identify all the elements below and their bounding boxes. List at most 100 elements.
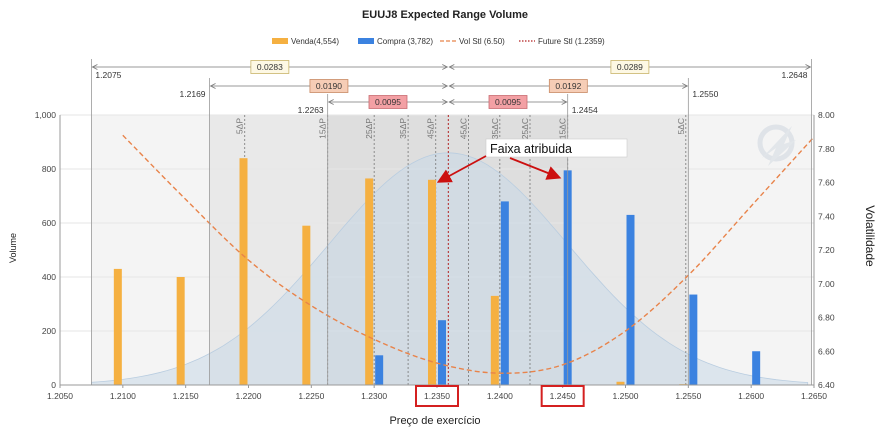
range-width-box: [309, 79, 349, 93]
delta-label: 45ΔC: [458, 118, 468, 139]
arrow-head: [448, 99, 455, 105]
venda-bar: [428, 179, 436, 385]
arrow-head: [805, 64, 812, 70]
x-tick-label: 1.2300: [361, 391, 387, 401]
range-width-left: 0.0095: [375, 97, 401, 107]
chart-title: EUUJ8 Expected Range Volume: [362, 9, 528, 21]
delta-label: 45ΔP: [426, 118, 436, 139]
arrow-head: [442, 64, 449, 70]
venda-bar: [239, 158, 248, 385]
range-width-left: 0.0190: [316, 81, 342, 91]
range-low-label: 1.2263: [298, 105, 324, 115]
y2-tick-label: 7.20: [818, 245, 835, 255]
x-tick-label: 1.2500: [613, 391, 639, 401]
legend-swatch: [358, 38, 374, 44]
compra-bar: [689, 294, 698, 385]
y2-tick-label: 7.60: [818, 178, 835, 188]
annotation-box: [485, 138, 628, 158]
y2-tick-label: 6.80: [818, 313, 835, 323]
x-tick-label: 1.2200: [236, 391, 262, 401]
range-width-box: [368, 95, 408, 109]
y-tick-label: 0: [51, 380, 56, 390]
y2-tick-label: 8.00: [818, 110, 835, 120]
range-high-label: 1.2454: [572, 105, 598, 115]
y2-tick-label: 7.80: [818, 144, 835, 154]
annotation: Faixa atribuida: [436, 138, 628, 183]
arrow-head: [448, 83, 455, 89]
y-tick-label: 600: [42, 218, 56, 228]
delta-label: 25ΔC: [520, 118, 530, 139]
annotation-text: Faixa atribuida: [490, 142, 572, 156]
venda-bar: [176, 277, 185, 385]
x-tick-label: 1.2400: [487, 391, 513, 401]
range-width-right: 0.0289: [617, 62, 643, 72]
range-width-box: [610, 60, 650, 74]
compra-bar: [438, 320, 446, 385]
compra-bar: [626, 214, 635, 385]
compra-bar: [752, 351, 761, 385]
x-tick-label: 1.2650: [801, 391, 827, 401]
x-tick-label: 1.2250: [298, 391, 324, 401]
x-tick-label: 1.2100: [110, 391, 136, 401]
range-brackets: 1.2075 1.2648 0.0283 0.0289 1.2169 1.2550 0.01…: [91, 59, 812, 385]
legend-entry: Compra (3,782): [377, 37, 433, 46]
legend-swatch: [272, 38, 288, 44]
watermark-bolt: [762, 126, 796, 166]
range-width-box: [488, 95, 528, 109]
vol-stl-curve: [122, 134, 815, 374]
y-tick-label: 200: [42, 326, 56, 336]
delta-label: 5ΔP: [235, 118, 245, 134]
x-tick-label: 1.2150: [173, 391, 199, 401]
range-width-box: [250, 60, 290, 74]
range-width-left: 0.0283: [257, 62, 283, 72]
legend-entry: Future Stl (1.2359): [538, 37, 605, 46]
arrow-head: [448, 64, 455, 70]
delta-label: 15ΔC: [558, 118, 568, 139]
highlighted-tick-box: [540, 385, 585, 407]
arrow-head: [561, 99, 568, 105]
range-high-label: 1.2648: [781, 70, 807, 80]
range-width-right: 0.0095: [495, 97, 521, 107]
y2-tick-label: 6.60: [818, 346, 835, 356]
highlighted-tick-box: [415, 385, 459, 407]
arrow-head: [682, 83, 689, 89]
legend-entry: Vol Stl (6.50): [459, 37, 505, 46]
arrow-head: [91, 64, 98, 70]
range-width-right: 0.0192: [555, 81, 581, 91]
delta-label: 5ΔC: [676, 118, 686, 135]
venda-bar: [490, 295, 499, 385]
arrow-head: [327, 99, 334, 105]
delta-label: 35ΔC: [490, 118, 500, 139]
venda-bar: [616, 381, 625, 385]
delta-label: 35ΔP: [398, 118, 408, 139]
arrow-head: [442, 83, 449, 89]
venda-bar: [365, 178, 374, 385]
range-low-label: 1.2169: [180, 89, 206, 99]
axes: 1.2050 1.2100 1.2150 1.2200 1.2250 1.2300 1.23…: [35, 110, 835, 407]
annotation-arrow: [436, 155, 487, 183]
y2-axis-label: Volatilidade: [863, 205, 877, 267]
x-tick-label: 1.2050: [47, 391, 73, 401]
delta-label: 15ΔP: [318, 118, 328, 139]
legend-entry: Venda(4,554): [291, 37, 339, 46]
y-axis-label: Volume: [8, 233, 18, 263]
venda-bar: [302, 225, 311, 385]
x-tick-label: 1.2350: [424, 391, 450, 401]
y2-tick-label: 6.40: [818, 380, 835, 390]
x-axis-label: Preço de exercício: [389, 415, 480, 427]
arrow-head: [442, 99, 449, 105]
arrow-head: [209, 83, 216, 89]
legend: Venda(4,554) Compra (3,782) Vol Stl (6.50)…: [272, 37, 605, 46]
x-tick-label: 1.2550: [675, 391, 701, 401]
compra-bar: [500, 201, 509, 385]
venda-bar: [113, 268, 122, 385]
y-tick-label: 800: [42, 164, 56, 174]
logo-watermark: [757, 124, 796, 166]
y2-tick-label: 7.40: [818, 211, 835, 221]
delta-label: 25ΔP: [364, 118, 374, 139]
range-width-box: [548, 79, 588, 93]
y2-tick-label: 7.00: [818, 279, 835, 289]
annotation-arrow: [509, 157, 562, 180]
range-high-label: 1.2550: [692, 89, 718, 99]
